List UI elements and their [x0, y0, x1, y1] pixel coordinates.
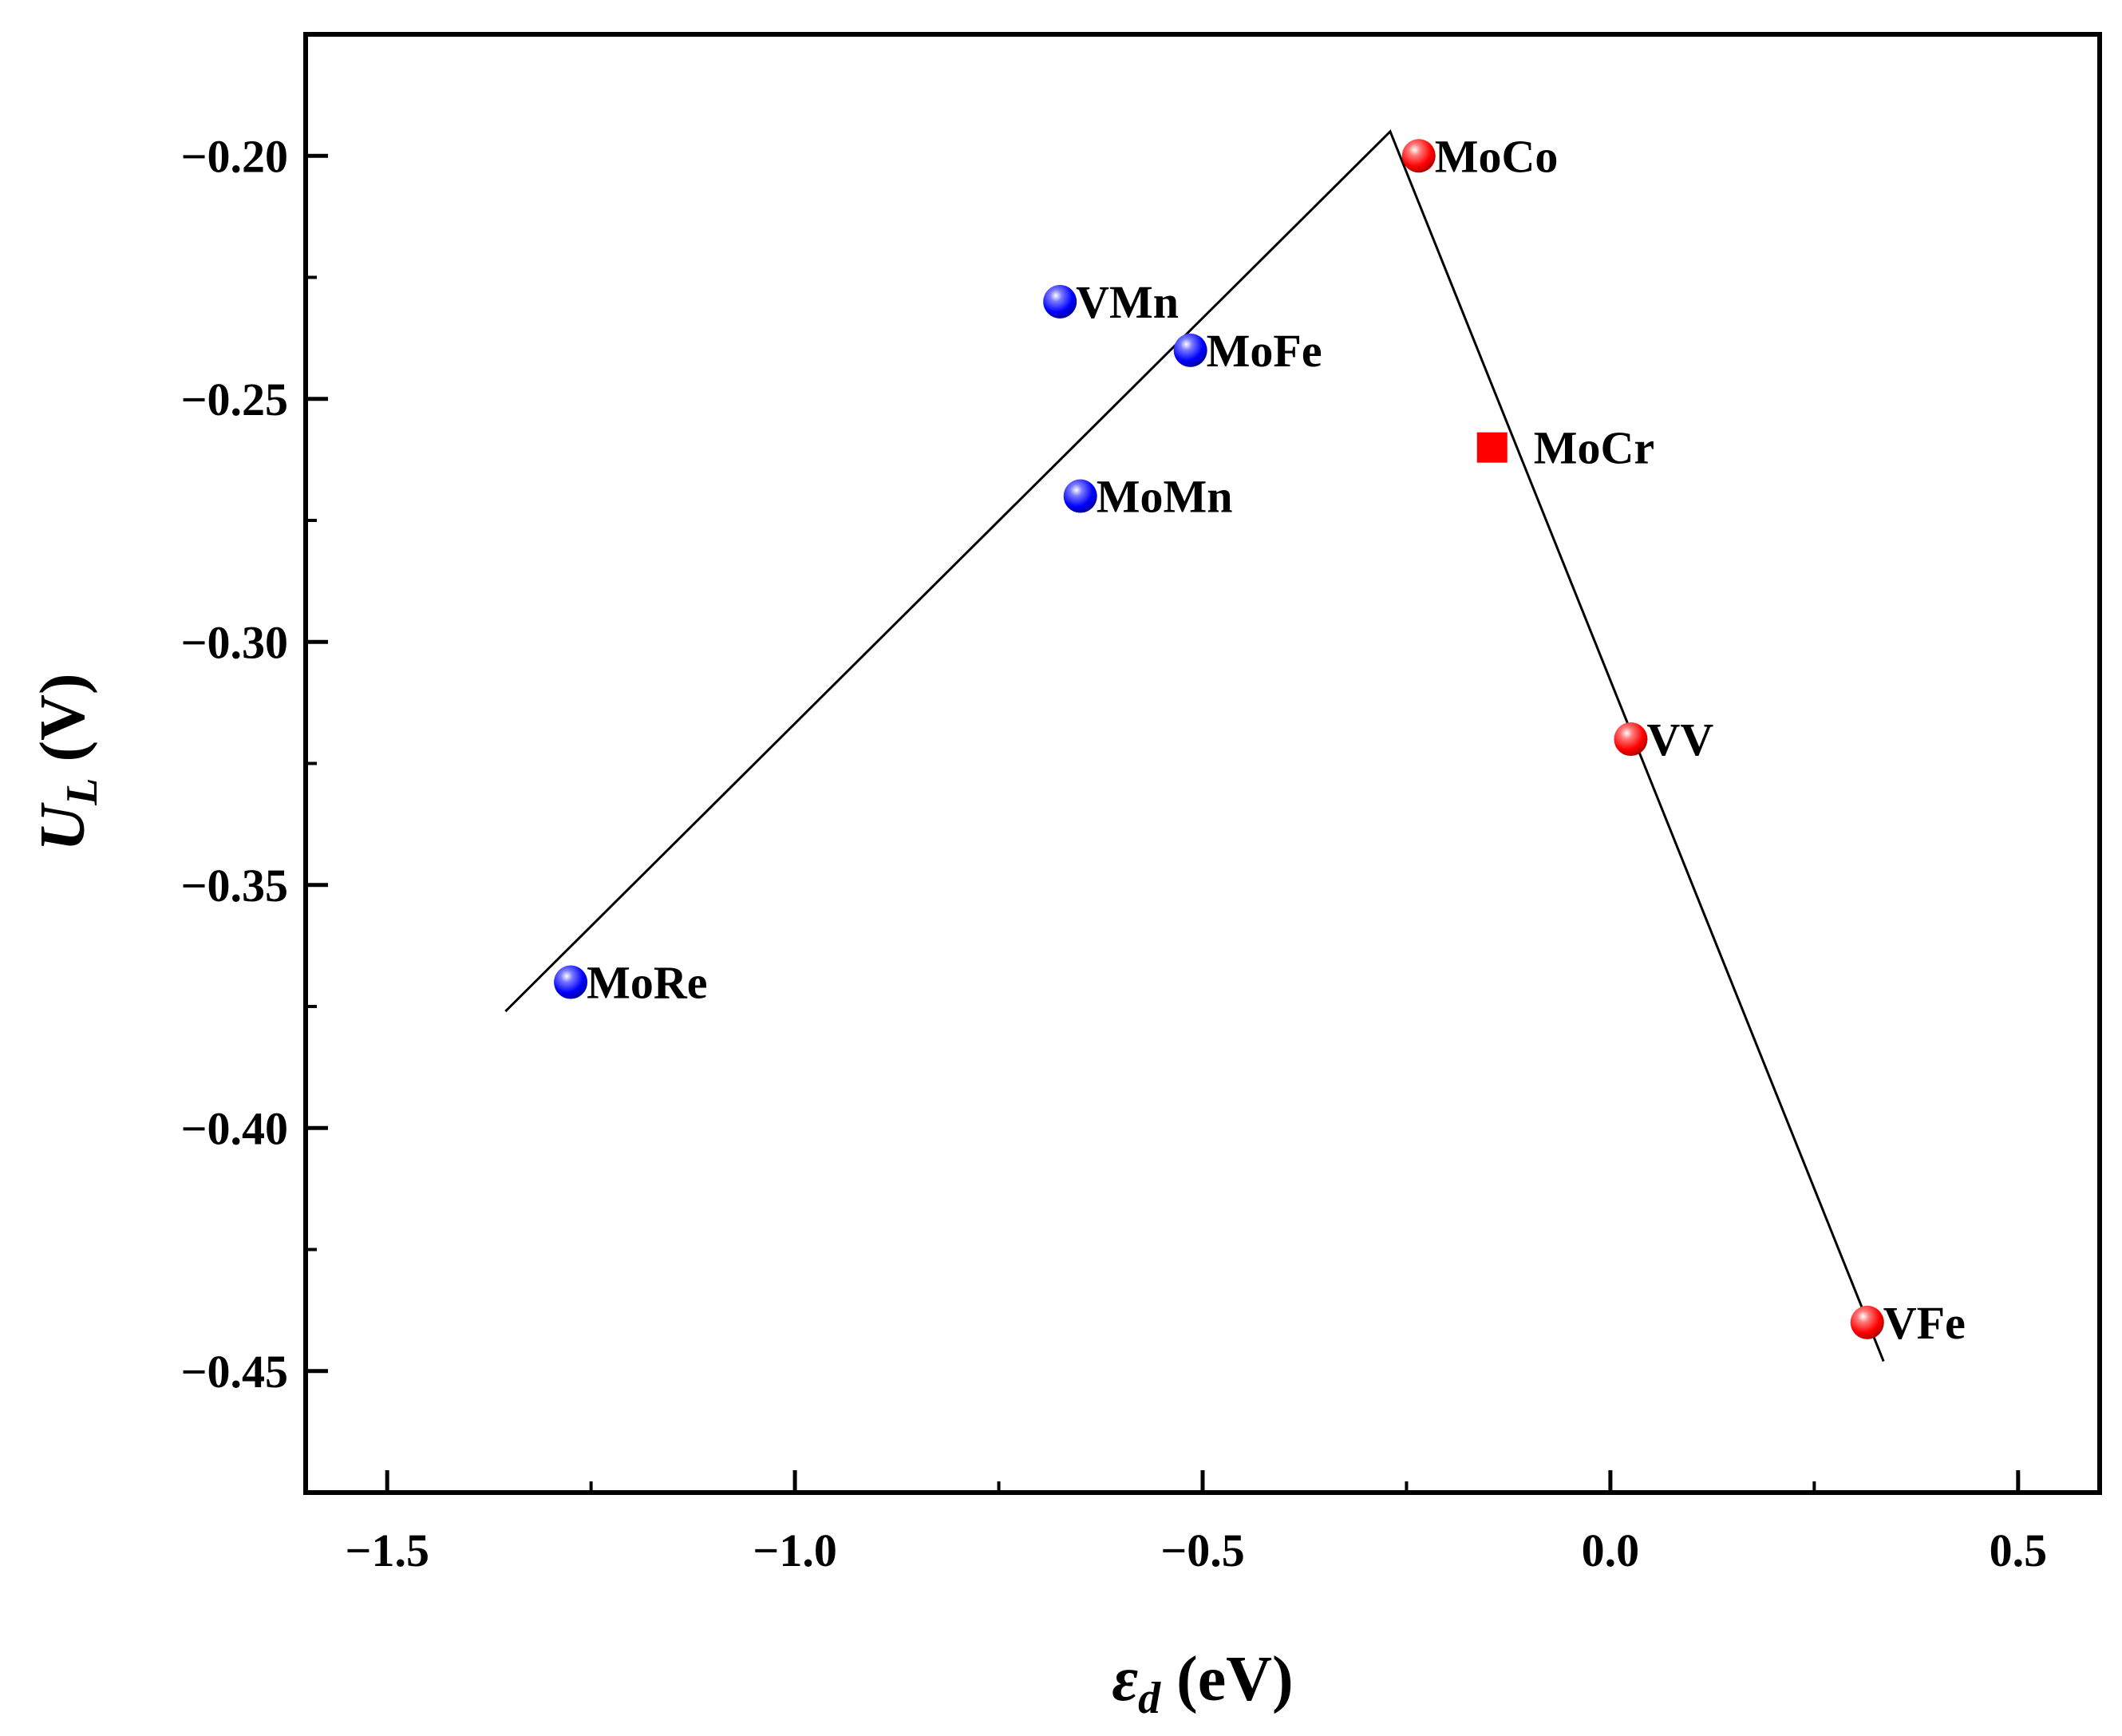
y-tick-label: −0.45 [180, 1346, 288, 1398]
x-tick-label: −1.0 [753, 1524, 837, 1576]
sphere-marker [1043, 284, 1077, 318]
data-points: MoCo VMn MoFe MoCr MoMn VV MoRe VFe [554, 130, 1966, 1349]
sphere-marker [1401, 139, 1436, 173]
sphere-marker [1614, 722, 1648, 757]
x-tick-label: 0.5 [1990, 1524, 2048, 1576]
point-label: VV [1646, 714, 1713, 765]
data-point-momn: MoMn [1063, 471, 1233, 523]
y-tick-label: −0.20 [180, 130, 288, 182]
data-point-mocr: MoCr [1476, 422, 1654, 474]
y-tick-label: −0.25 [180, 374, 288, 425]
square-marker [1476, 432, 1508, 463]
data-point-vv: VV [1614, 714, 1713, 765]
point-label: MoCo [1435, 130, 1559, 182]
y-tick-label: −0.30 [180, 616, 288, 668]
y-tick-label: −0.40 [180, 1102, 288, 1154]
y-axis-ticks: −0.20 −0.25 −0.30 −0.35 −0.40 −0.45 [180, 130, 328, 1398]
point-label: MoMn [1097, 471, 1233, 523]
x-tick-label: −1.5 [345, 1524, 429, 1576]
data-point-more: MoRe [554, 957, 707, 1009]
data-point-moco: MoCo [1401, 130, 1559, 182]
sphere-marker [1173, 333, 1207, 367]
x-axis-ticks: −1.5 −1.0 −0.5 0.0 0.5 [345, 1470, 2047, 1576]
point-label: VMn [1076, 276, 1179, 328]
sphere-marker [1063, 479, 1097, 513]
x-axis-label: εd (eV) [1112, 1644, 1293, 1723]
plot-area-frame [303, 32, 2102, 1495]
data-point-mofe: MoFe [1173, 325, 1322, 377]
x-tick-label: 0.0 [1582, 1524, 1640, 1576]
point-label: MoCr [1534, 422, 1654, 474]
x-tick-label: −0.5 [1160, 1524, 1245, 1576]
y-axis-label: UL (V) [28, 673, 107, 851]
point-label: MoFe [1207, 325, 1322, 377]
point-label: MoRe [587, 957, 707, 1009]
sphere-marker [554, 965, 588, 999]
y-tick-label: −0.35 [180, 860, 288, 911]
data-point-vmn: VMn [1043, 276, 1179, 328]
point-label: VFe [1883, 1297, 1966, 1349]
volcano-trend-line [504, 129, 1885, 1362]
data-point-vfe: VFe [1850, 1297, 1966, 1349]
sphere-marker [1850, 1305, 1884, 1339]
